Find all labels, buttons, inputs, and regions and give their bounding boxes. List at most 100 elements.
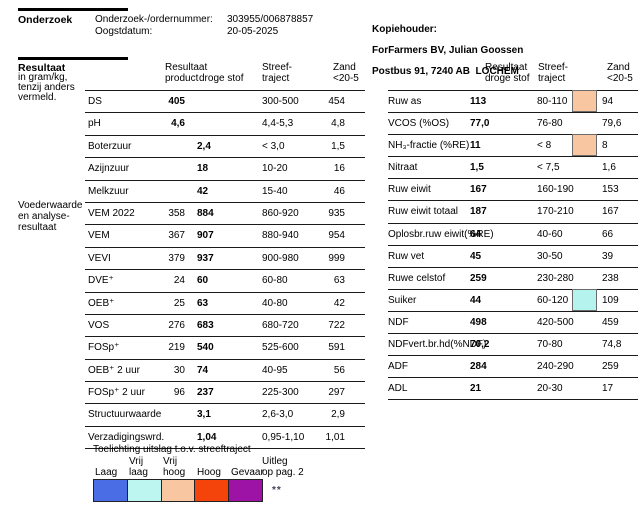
table-row: NDF 498 420-500 459 (388, 312, 638, 335)
value-streeftraject: 170-210 (537, 206, 574, 218)
parameter-name: Ruwe celstof (388, 272, 446, 284)
table-row: DS 405 300-500 454 (85, 91, 365, 114)
value-streeftraject: 10-20 (262, 163, 288, 175)
value-streeftraject: 4,4-5,3 (262, 118, 294, 130)
harvest-date-value: 20-05-2025 (227, 26, 279, 37)
parameter-name: Verzadigingswrd. (88, 431, 165, 443)
parameter-name: NDFvert.br.hd(%NDF) (388, 339, 487, 351)
table-row: Ruw vet 45 30-50 39 (388, 246, 638, 268)
value-zand: 16 (333, 163, 345, 175)
legend-label: Laag (95, 466, 118, 478)
value-zand: 454 (328, 96, 345, 107)
value-droge-stof: 884 (197, 207, 214, 219)
left-header-zand: Zand <20-5 (333, 62, 359, 84)
table-row: ADF 284 240-290 259 (388, 356, 638, 379)
legend-label: Gevaar (231, 466, 264, 478)
value-zand: 56 (333, 364, 345, 376)
table-row: Verzadigingswrd. 1,04 0,95-1,10 1,01 (85, 427, 365, 450)
value-product: 367 (168, 230, 185, 242)
table-row: Ruw eiwit totaal 187 170-210 167 (388, 201, 638, 224)
value-product: 25 (173, 297, 185, 309)
deviation-flag-vrij-hoog (572, 90, 597, 113)
parameter-name: Suiker (388, 294, 417, 306)
left-table-rows: DS 405 300-500 454 pH 4,6 4,4-5,3 4,8 Boterzuur 2… (85, 90, 365, 450)
table-row: DVE⁺ 24 60 60-80 63 (85, 270, 365, 293)
legend: Toelichting uitslag t.o.v. streeftraject… (93, 444, 333, 506)
parameter-name: Ruw vet (388, 250, 425, 262)
value-streeftraject: 420-500 (537, 316, 574, 328)
value-streeftraject: 880-940 (262, 230, 299, 242)
parameter-name: NDF (388, 316, 409, 328)
parameter-name: ADL (388, 383, 408, 395)
value-droge-stof: 237 (197, 387, 214, 399)
copyholder-block: Kopiehouder: ForFarmers BV, Julian Gooss… (372, 14, 523, 88)
table-row: VEVI 379 937 900-980 999 (85, 248, 365, 271)
value-streeftraject: 240-290 (537, 361, 574, 373)
parameter-name: Ruw as (388, 96, 422, 107)
right-table-rows: Ruw as 113 80-110 94 VCOS (%OS) 77,0 76-80 79,6… (388, 90, 638, 401)
section-title-onderzoek: Onderzoek (18, 14, 73, 26)
table-row: Suiker 44 60-120 109 (388, 288, 638, 312)
value-streeftraject: 15-40 (262, 185, 288, 197)
value-product: 30 (173, 364, 185, 376)
table-row: Ruwe celstof 259 230-280 238 (388, 268, 638, 290)
resultaat-subtitle: in gram/kg, tenzij anders vermeld. (18, 72, 75, 104)
parameter-name: Oplosbr.ruw eiwit(%RE) (388, 228, 494, 240)
parameter-name: Nitraat (388, 162, 418, 174)
copyholder-address: Postbus 91, 7240 AB LOCHEM (372, 65, 519, 77)
value-streeftraject: 225-300 (262, 387, 299, 399)
parameter-name: Structuurwaarde (88, 409, 162, 421)
value-zand: 297 (328, 387, 345, 399)
value-streeftraject: 40-80 (262, 297, 288, 309)
table-row: VOS 276 683 680-720 722 (85, 315, 365, 338)
table-row: FOSp⁺ 219 540 525-600 591 (85, 337, 365, 360)
parameter-name: DS (88, 96, 102, 107)
right-header-streeftraject: Streef- traject (538, 62, 569, 84)
value-zand: 66 (602, 228, 614, 240)
value-zand: 46 (333, 185, 345, 197)
value-droge-stof: 63 (197, 297, 209, 309)
value-droge-stof: 45 (470, 250, 482, 262)
value-streeftraject: < 3,0 (262, 140, 285, 152)
table-row: FOSp⁺ 2 uur 96 237 225-300 297 (85, 382, 365, 405)
value-streeftraject: 525-600 (262, 342, 299, 354)
value-streeftraject: 30-50 (537, 250, 563, 262)
value-zand: 167 (602, 206, 619, 218)
value-droge-stof: 498 (470, 316, 487, 328)
parameter-name: Ruw eiwit (388, 184, 431, 196)
value-streeftraject: 20-30 (537, 383, 563, 395)
copyholder-label: Kopiehouder: (372, 23, 437, 35)
section-rule-resultaat (18, 57, 128, 60)
value-zand: 591 (328, 342, 345, 354)
value-droge-stof: 1,04 (197, 431, 217, 443)
parameter-name: ADF (388, 361, 408, 373)
value-streeftraject: 2,6-3,0 (262, 409, 294, 421)
value-zand: 238 (602, 272, 619, 284)
value-streeftraject: 300-500 (262, 96, 299, 107)
table-row: VEM 367 907 880-940 954 (85, 225, 365, 248)
order-number-label: Onderzoek-/ordernummer: (95, 14, 213, 25)
value-zand: 63 (333, 275, 345, 287)
table-row: Melkzuur 42 15-40 46 (85, 181, 365, 203)
value-streeftraject: 60-80 (262, 275, 288, 287)
value-zand: 1,5 (331, 140, 345, 152)
value-zand: 109 (602, 294, 619, 306)
table-row: OEB⁺ 25 63 40-80 42 (85, 293, 365, 315)
table-row: Ruw as 113 80-110 94 (388, 90, 638, 114)
value-droge-stof: 77,0 (470, 118, 490, 130)
table-row: Oplosbr.ruw eiwit(%RE) 64 40-60 66 (388, 224, 638, 246)
table-row: Nitraat 1,5 < 7,5 1,6 (388, 157, 638, 180)
value-zand: 999 (328, 252, 345, 264)
parameter-name: VEM (88, 230, 110, 242)
value-zand: 94 (602, 96, 614, 107)
side-label-voederwaarde: Voederwaarde en analyse- resultaat (18, 200, 83, 233)
deviation-flag-vrij-hoog (572, 134, 597, 157)
parameter-name: Ruw eiwit totaal (388, 206, 459, 218)
value-product: 4,6 (171, 118, 185, 130)
legend-swatch-gevaar (228, 479, 263, 502)
value-droge-stof: 60 (197, 275, 209, 287)
value-droge-stof: 64 (470, 228, 482, 240)
value-droge-stof: 113 (470, 96, 487, 107)
value-droge-stof: 74 (197, 364, 209, 376)
